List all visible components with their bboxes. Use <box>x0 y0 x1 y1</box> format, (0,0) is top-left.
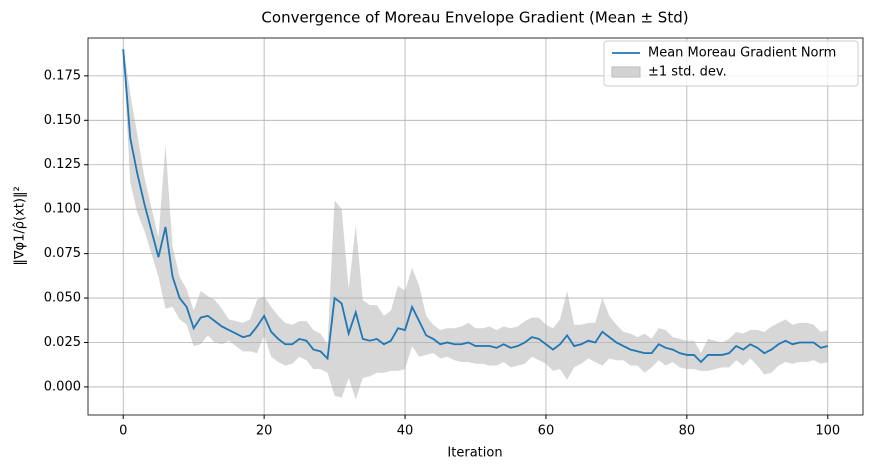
y-tick-label: 0.150 <box>44 113 81 128</box>
x-tick-label: 40 <box>397 424 414 439</box>
y-tick-label: 0.050 <box>44 291 81 306</box>
x-tick-label: 0 <box>119 424 127 439</box>
y-tick-label: 0.175 <box>44 68 81 83</box>
chart-title: Convergence of Moreau Envelope Gradient … <box>261 9 688 27</box>
y-tick-label: 0.025 <box>44 335 81 350</box>
legend-label: ±1 std. dev. <box>648 65 727 80</box>
y-axis-label: ‖∇φ1/ρ̂(xt)‖² <box>13 186 28 265</box>
legend-patch <box>611 66 641 78</box>
x-tick-label: 20 <box>256 424 273 439</box>
x-tick-label: 100 <box>815 424 840 439</box>
x-tick-label: 80 <box>679 424 696 439</box>
std-band <box>123 45 828 400</box>
y-tick-label: 0.125 <box>44 157 81 172</box>
x-tick-label: 60 <box>538 424 555 439</box>
y-tick-label: 0.075 <box>44 246 81 261</box>
y-tick-label: 0.000 <box>44 379 81 394</box>
legend-label: Mean Moreau Gradient Norm <box>648 46 836 61</box>
y-tick-label: 0.100 <box>44 202 81 217</box>
x-axis-label: Iteration <box>447 446 502 461</box>
plot-frame <box>87 37 864 416</box>
legend-box <box>603 40 859 87</box>
mean-line <box>122 49 828 364</box>
